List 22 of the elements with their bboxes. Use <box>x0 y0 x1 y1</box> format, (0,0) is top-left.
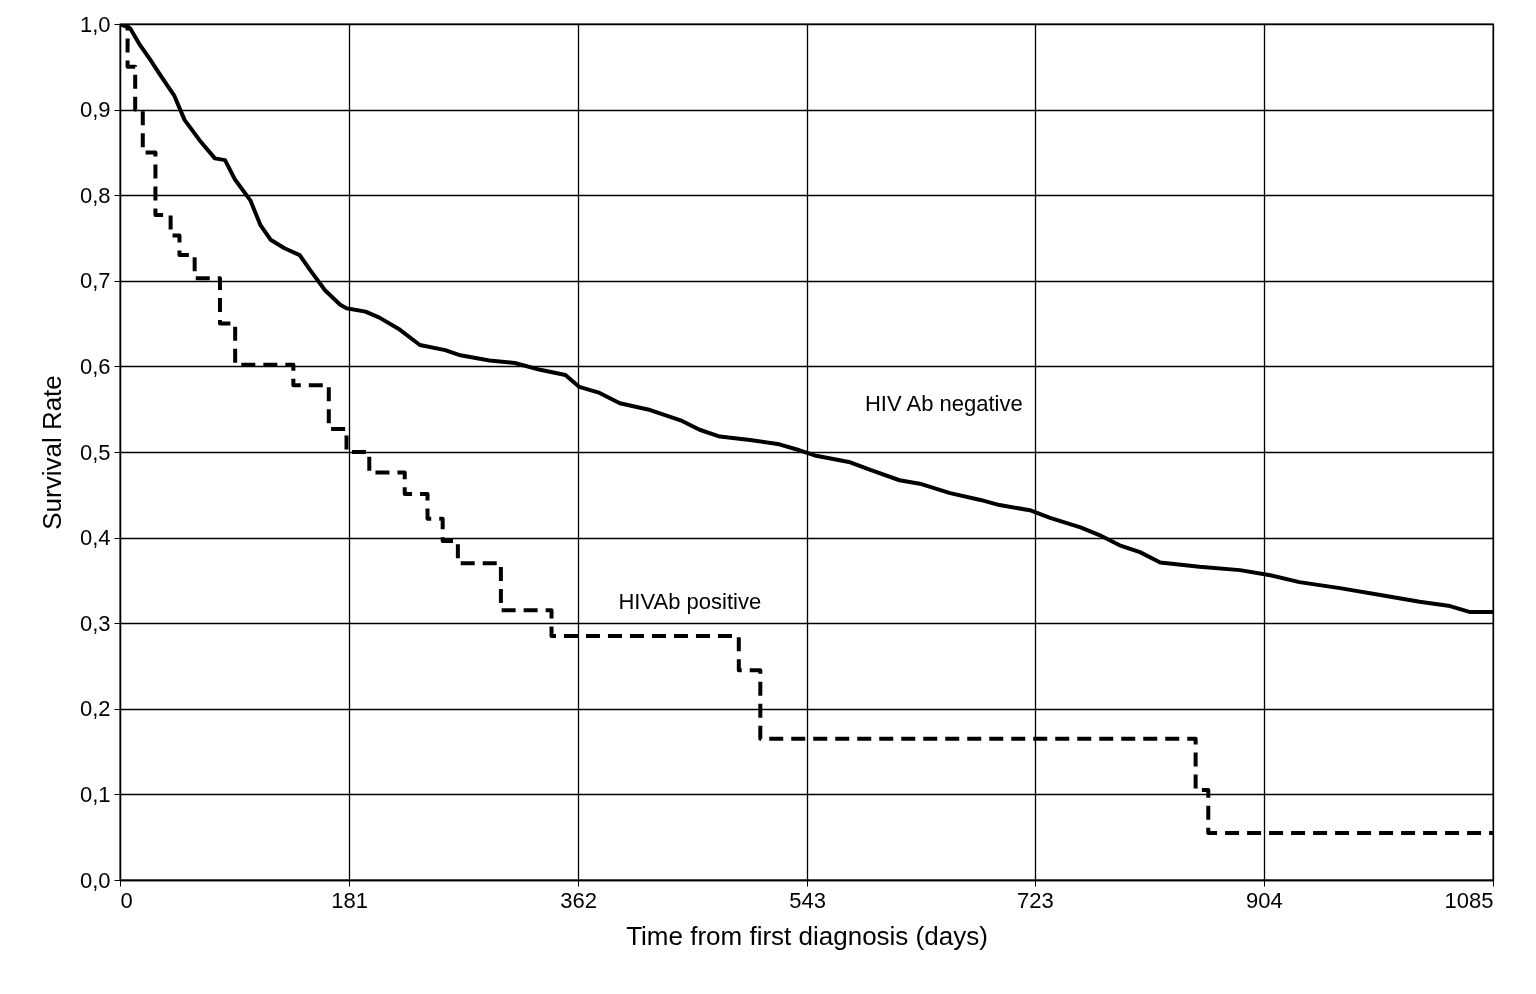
x-tick-label: 181 <box>331 887 368 913</box>
x-tick-label: 362 <box>560 887 597 913</box>
y-tick-label: 1,0 <box>79 11 111 37</box>
x-tick-label: 0 <box>120 887 133 913</box>
y-tick-label: 0,7 <box>79 268 111 294</box>
series-label: HIVAb positive <box>618 589 762 615</box>
y-axis-title: Survival Rate <box>36 375 67 530</box>
y-tick-label: 0,8 <box>79 182 111 208</box>
x-tick-label: 1085 <box>1444 887 1494 913</box>
x-tick-label: 723 <box>1017 887 1054 913</box>
x-axis-title: Time from first diagnosis (days) <box>626 920 988 951</box>
y-tick-label: 0,2 <box>79 696 111 722</box>
y-tick-label: 0,1 <box>79 781 111 807</box>
y-tick-label: 0,3 <box>79 610 111 636</box>
x-tick-label: 904 <box>1246 887 1283 913</box>
y-tick-label: 0,9 <box>79 97 111 123</box>
y-tick-label: 0,6 <box>79 353 111 379</box>
x-tick-label: 543 <box>789 887 826 913</box>
y-tick-label: 0,4 <box>79 525 111 551</box>
y-tick-label: 0,0 <box>79 867 111 893</box>
y-tick-label: 0,5 <box>79 439 111 465</box>
text: HIV Ab negative <box>864 390 1023 416</box>
